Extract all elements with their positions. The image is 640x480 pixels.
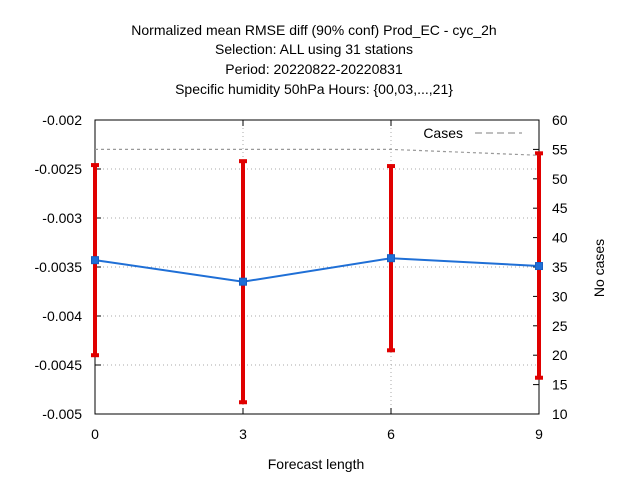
series-layer	[91, 148, 543, 405]
legend: Cases	[423, 125, 522, 141]
y-tick-label: -0.002	[42, 112, 82, 128]
data-point-0	[91, 256, 99, 265]
x-tick-label: 6	[387, 426, 395, 442]
y-tick-label: -0.005	[42, 406, 82, 422]
y2-tick-label: 20	[552, 347, 568, 363]
y2-tick-label: 60	[552, 112, 568, 128]
y-tick-label: -0.0045	[35, 357, 83, 373]
chart-title-line-2: Selection: ALL using 31 stations	[215, 41, 413, 57]
y2-tick-label: 10	[552, 406, 568, 422]
x-axis-label: Forecast length	[268, 456, 365, 472]
chart-title-line-4: Specific humidity 50hPa Hours: {00,03,..…	[175, 81, 453, 97]
y2-axis-label: No cases	[591, 239, 607, 297]
data-point-1	[239, 277, 247, 286]
y2-tick-label: 40	[552, 230, 568, 246]
x-tick-label: 3	[239, 426, 247, 442]
y2-tick-label: 50	[552, 171, 568, 187]
data-point-2	[387, 254, 395, 263]
x-tick-label: 0	[91, 426, 99, 442]
y2-tick-label: 55	[552, 141, 568, 157]
data-point-3	[535, 262, 543, 271]
y2-tick-label: 25	[552, 318, 568, 334]
y-tick-label: -0.004	[42, 308, 82, 324]
y-tick-label: -0.003	[42, 210, 82, 226]
y-tick-label: -0.0035	[35, 259, 83, 275]
axis-ticks: 0 3 6 9 -0.002 -0.0025 -0.003 -0.0035 -0.004 -0.0…	[35, 112, 568, 442]
chart-title-line-1: Normalized mean RMSE diff (90% conf) Pro…	[131, 22, 496, 38]
x-tick-label: 9	[535, 426, 543, 442]
y2-tick-label: 35	[552, 259, 568, 275]
legend-label-cases: Cases	[423, 125, 463, 141]
cases-series-line	[95, 148, 540, 156]
rmse-series-line	[94, 257, 540, 283]
y2-tick-label: 15	[552, 377, 568, 393]
y2-tick-label: 45	[552, 200, 568, 216]
chart-title-line-3: Period: 20220822-20220831	[225, 61, 403, 77]
y2-tick-label: 30	[552, 288, 568, 304]
y-tick-label: -0.0025	[35, 161, 83, 177]
